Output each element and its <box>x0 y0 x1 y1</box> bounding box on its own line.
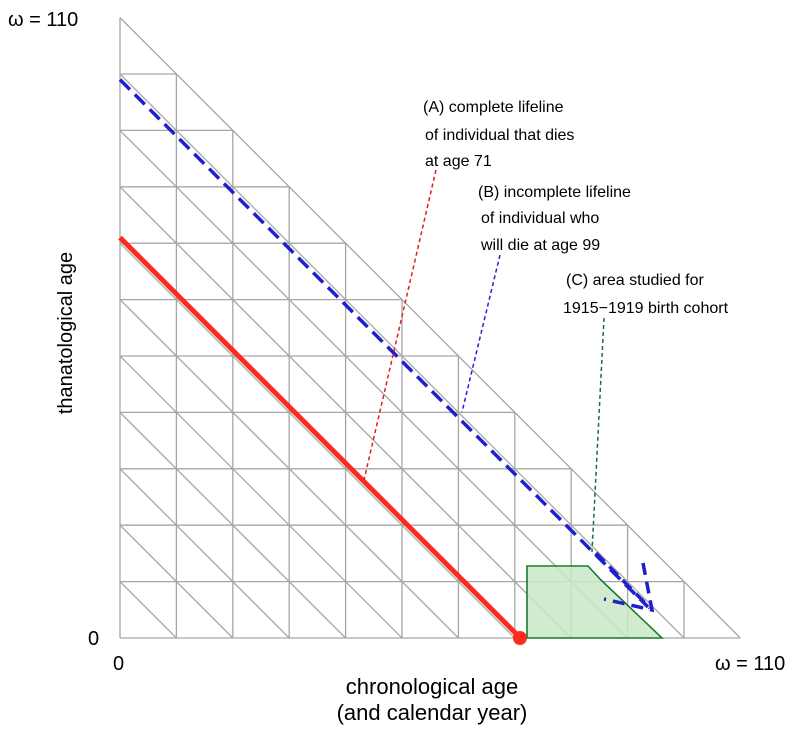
y-axis-title: thanatological age <box>55 252 77 414</box>
grid-diagonal-line <box>119 355 403 639</box>
grid-diagonal-line <box>119 129 629 639</box>
y-axis-zero-label: 0 <box>88 628 99 650</box>
grid-diagonal-line <box>119 299 459 639</box>
annotation-a-line3: at age 71 <box>425 153 492 170</box>
lifeline-b-incomplete <box>118 78 650 609</box>
grid-diagonal-line <box>119 524 234 639</box>
grid-diagonal-line <box>119 186 572 639</box>
x-axis-title-line2: (and calendar year) <box>337 700 528 725</box>
grid-diagonal-line <box>119 581 177 639</box>
grid-diagonal-line <box>119 242 516 639</box>
x-axis-zero-label: 0 <box>113 653 124 675</box>
annotation-a-line1: (A) complete lifeline <box>423 99 564 116</box>
annotation-b-line1: (B) incomplete lifeline <box>478 184 631 201</box>
x-axis-right-label: ω = 110 <box>715 653 785 675</box>
annotation-c-line2: 1915−1919 birth cohort <box>563 300 729 317</box>
cohort-study-area <box>526 565 665 639</box>
lifeline-b-arrow-shaft <box>594 551 652 610</box>
annotation-c-pointer <box>591 317 605 553</box>
lifeline-a-complete <box>118 235 523 640</box>
x-axis-title-line1: chronological age <box>346 674 518 699</box>
annotation-b-line2: of individual who <box>481 210 599 227</box>
grid-diagonal-line <box>119 411 347 639</box>
grid-hypotenuse <box>119 17 741 639</box>
annotation-b-line3: will die at age 99 <box>480 237 600 254</box>
annotation-c-line1: (C) area studied for <box>566 272 705 289</box>
triangle-grid <box>119 17 741 639</box>
death-point-a <box>512 631 527 645</box>
lifeline-b-arrowhead <box>603 562 655 613</box>
annotation-a-pointer <box>363 169 437 481</box>
annotation-b-pointer <box>461 254 501 413</box>
grid-diagonal-line <box>119 73 685 639</box>
y-axis-top-label: ω = 110 <box>8 9 78 31</box>
annotation-a-line2: of individual that dies <box>425 127 574 144</box>
grid-diagonal-line <box>119 468 290 639</box>
